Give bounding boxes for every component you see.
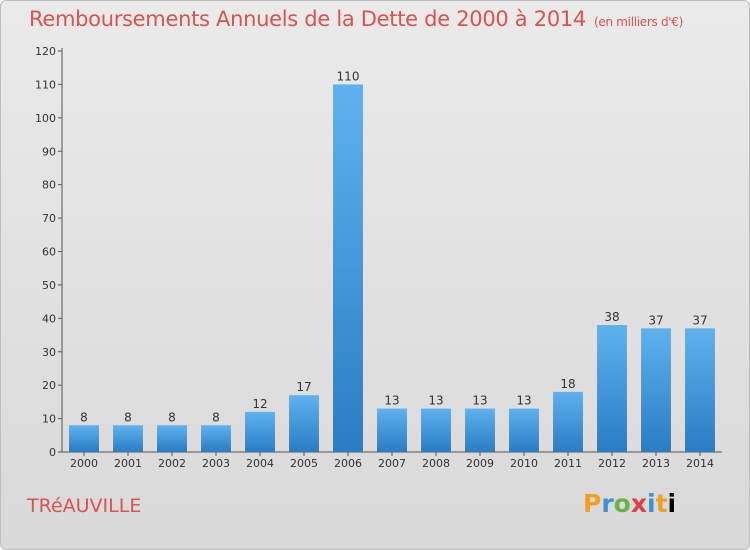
bar	[113, 425, 143, 452]
chart-title-text: Remboursements Annuels de la Dette de 20…	[29, 7, 586, 31]
data-label: 13	[428, 394, 443, 408]
bar	[245, 411, 275, 452]
bar	[509, 408, 539, 452]
chart-unit-note: (en milliers d'€)	[594, 15, 684, 29]
y-tick-label: 70	[42, 212, 56, 225]
y-tick-label: 120	[35, 45, 56, 58]
data-label: 38	[604, 310, 619, 324]
x-tick-label: 2004	[246, 457, 274, 470]
y-tick-label: 90	[42, 145, 56, 158]
x-tick-label: 2002	[158, 457, 186, 470]
x-tick-label: 2006	[334, 457, 362, 470]
bar	[201, 425, 231, 452]
data-label: 110	[337, 69, 360, 83]
bar	[465, 408, 495, 452]
data-label: 37	[692, 313, 707, 327]
proxiti-logo[interactable]: Proxiti	[583, 489, 677, 518]
bar	[597, 325, 627, 452]
bar	[289, 395, 319, 452]
x-tick-label: 2009	[466, 457, 494, 470]
chart-title: Remboursements Annuels de la Dette de 20…	[29, 7, 683, 31]
data-label: 13	[472, 394, 487, 408]
y-tick-label: 30	[42, 346, 56, 359]
bar	[553, 391, 583, 452]
bar	[685, 328, 715, 452]
x-tick-label: 2007	[378, 457, 406, 470]
x-tick-label: 2014	[686, 457, 714, 470]
data-label: 8	[80, 410, 88, 424]
y-tick-label: 100	[35, 112, 56, 125]
data-label: 8	[212, 410, 220, 424]
bar	[641, 328, 671, 452]
y-tick-label: 60	[42, 246, 56, 259]
bar	[69, 425, 99, 452]
data-label: 13	[516, 394, 531, 408]
y-tick-label: 20	[42, 379, 56, 392]
data-label: 12	[252, 397, 267, 411]
commune-name: TRéAUVILLE	[27, 495, 142, 517]
x-tick-label: 2013	[642, 457, 670, 470]
bars: 8 8 8 8 12 17 110 13 13 13 13 18 38 37 37	[69, 69, 715, 453]
bar	[377, 408, 407, 452]
x-tick-label: 2012	[598, 457, 626, 470]
x-tick-label: 2005	[290, 457, 318, 470]
x-tick-label: 2008	[422, 457, 450, 470]
y-tick-label: 80	[42, 179, 56, 192]
x-tick-label: 2010	[510, 457, 538, 470]
y-tick-label: 50	[42, 279, 56, 292]
y-tick-label: 110	[35, 78, 56, 91]
data-label: 17	[296, 380, 311, 394]
y-tick-label: 10	[42, 413, 56, 426]
y-tick-label: 40	[42, 312, 56, 325]
y-tick-label: 0	[49, 446, 56, 459]
x-tick-label: 2003	[202, 457, 230, 470]
x-tick-label: 2000	[70, 457, 98, 470]
axes: 0 10 20 30 40 50 60 70 80 90 100 110 120 2000 2001 2002…	[35, 45, 722, 470]
data-label: 13	[384, 394, 399, 408]
data-label: 37	[648, 313, 663, 327]
x-tick-label: 2001	[114, 457, 142, 470]
data-label: 8	[124, 410, 132, 424]
bar	[333, 84, 363, 453]
bar	[421, 408, 451, 452]
bar	[157, 425, 187, 452]
data-label: 18	[560, 377, 575, 391]
data-label: 8	[168, 410, 176, 424]
x-tick-label: 2011	[554, 457, 582, 470]
